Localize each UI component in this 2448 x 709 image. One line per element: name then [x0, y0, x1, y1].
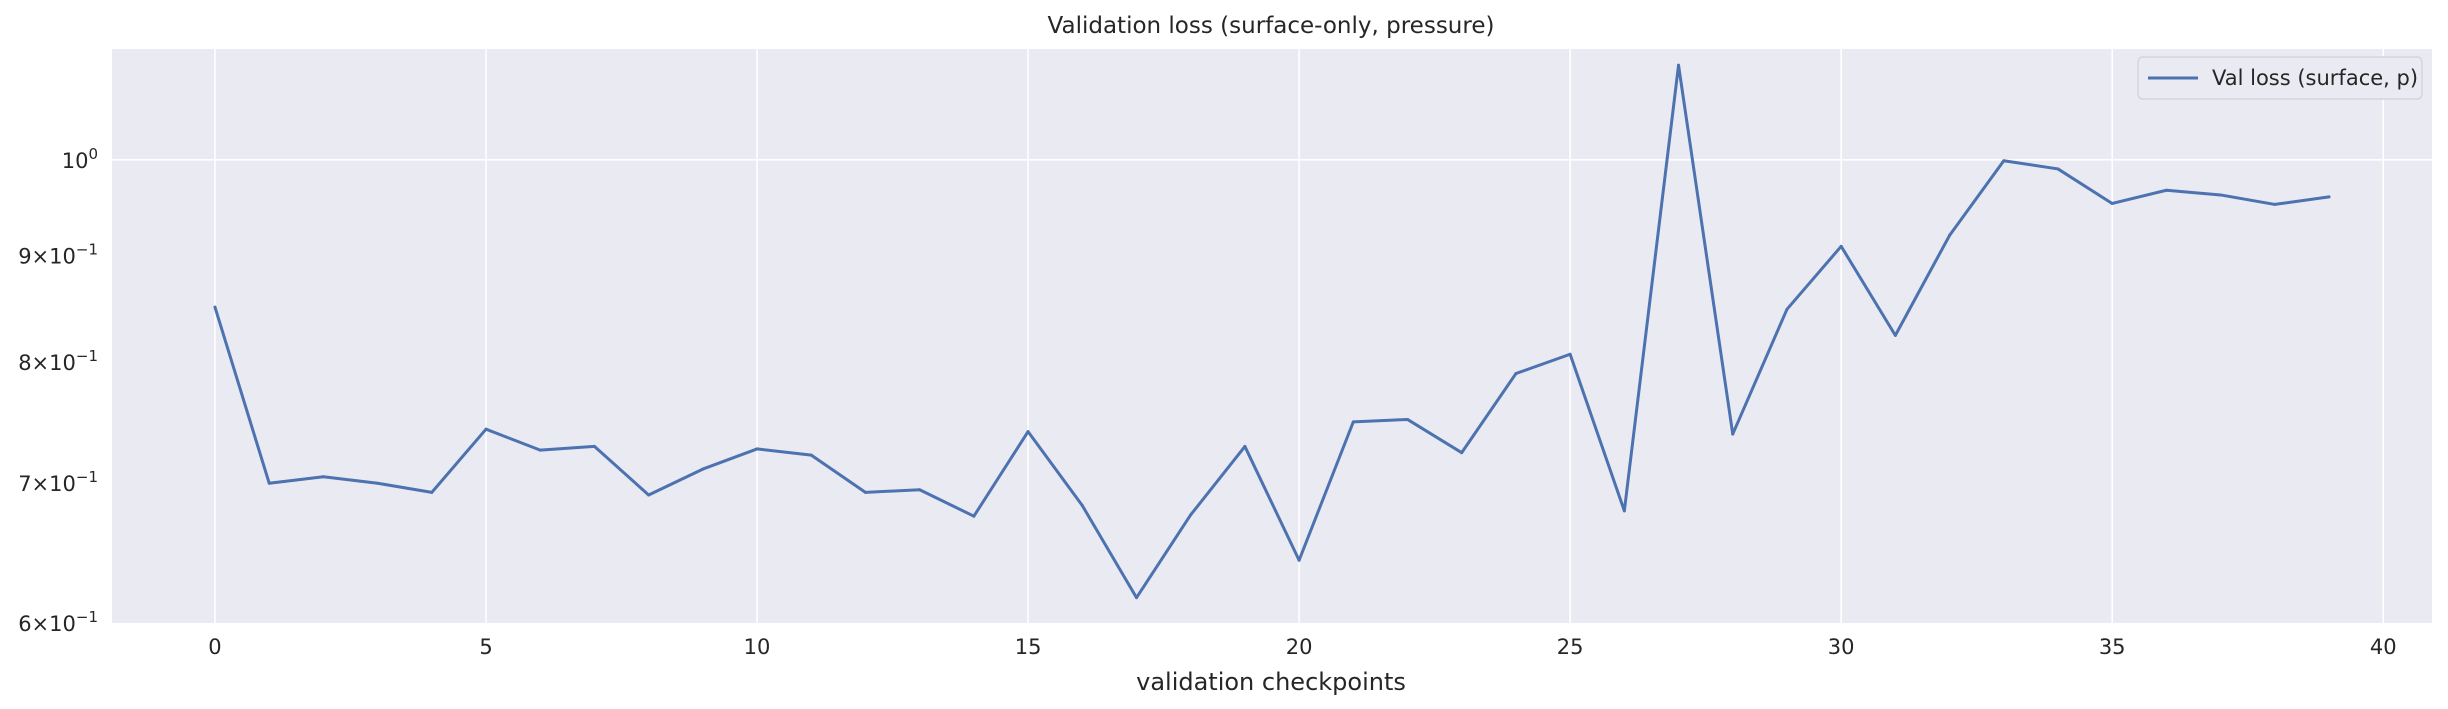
data-point-0-5 [484, 427, 488, 431]
legend-label: Val loss (surface, p) [2212, 66, 2418, 90]
data-point-0-17 [1134, 596, 1138, 600]
data-point-0-28 [1731, 432, 1735, 436]
data-point-0-38 [2273, 202, 2277, 206]
y-axis: 6×10−1 7×10−1 8×10−1 9×10−1 100 [18, 145, 98, 636]
data-point-0-22 [1406, 417, 1410, 421]
series-layer [213, 63, 2331, 600]
data-point-0-34 [2056, 167, 2060, 171]
data-point-0-3 [376, 481, 380, 485]
data-point-0-30 [1839, 244, 1843, 248]
series-line-0 [213, 63, 2331, 600]
data-point-0-29 [1785, 307, 1789, 311]
x-tick-label-2: 10 [744, 635, 771, 659]
data-point-0-33 [2002, 159, 2006, 163]
chart-title: Validation loss (surface-only, pressure) [1048, 13, 1495, 39]
data-point-0-10 [755, 447, 759, 451]
data-point-0-25 [1568, 352, 1572, 356]
legend-box [2137, 56, 2423, 100]
x-tick-label-3: 15 [1015, 635, 1042, 659]
x-tick-label-4: 20 [1286, 635, 1313, 659]
data-point-0-24 [1514, 372, 1518, 376]
plot-area [112, 49, 2432, 623]
data-point-0-19 [1243, 444, 1247, 448]
data-point-0-8 [647, 493, 651, 497]
x-axis-label: validation checkpoints [1136, 668, 1406, 696]
y-tick-label-3: 9×10−1 [18, 240, 98, 268]
data-point-0-12 [863, 490, 867, 494]
x-tick-label-6: 30 [1828, 635, 1855, 659]
x-tick-label-1: 5 [479, 635, 492, 659]
data-point-0-37 [2219, 193, 2223, 197]
data-point-0-6 [538, 448, 542, 452]
data-point-0-21 [1351, 420, 1355, 424]
x-axis: 0 5 10 15 20 25 30 35 40 [208, 635, 2396, 659]
data-point-0-16 [1080, 504, 1084, 508]
data-point-0-13 [918, 488, 922, 492]
data-point-0-35 [2110, 201, 2114, 205]
data-point-0-32 [1948, 233, 1952, 237]
data-point-0-31 [1893, 333, 1897, 337]
y-tick-label-4: 100 [62, 145, 98, 173]
data-point-0-2 [321, 475, 325, 479]
data-point-0-20 [1297, 558, 1301, 562]
data-point-0-14 [972, 514, 976, 518]
data-point-0-23 [1460, 451, 1464, 455]
x-tick-label-5: 25 [1557, 635, 1584, 659]
y-tick-label-2: 8×10−1 [18, 347, 98, 375]
data-point-0-1 [267, 481, 271, 485]
data-point-0-4 [430, 490, 434, 494]
data-point-0-36 [2164, 188, 2168, 192]
x-tick-label-0: 0 [208, 635, 221, 659]
data-point-0-18 [1189, 513, 1193, 517]
data-point-0-26 [1622, 509, 1626, 513]
data-point-0-15 [1026, 430, 1030, 434]
y-tick-label-0: 6×10−1 [18, 608, 98, 636]
legend: Val loss (surface, p) [2137, 56, 2423, 100]
x-tick-label-7: 35 [2099, 635, 2126, 659]
data-point-0-7 [592, 444, 596, 448]
x-tick-label-8: 40 [2370, 635, 2397, 659]
data-point-0-39 [2327, 195, 2331, 199]
y-tick-label-1: 7×10−1 [18, 468, 98, 496]
data-point-0-9 [701, 467, 705, 471]
data-point-0-11 [809, 453, 813, 457]
grid [112, 49, 2432, 623]
data-point-0-27 [1677, 63, 1681, 67]
data-point-0-0 [213, 305, 217, 309]
